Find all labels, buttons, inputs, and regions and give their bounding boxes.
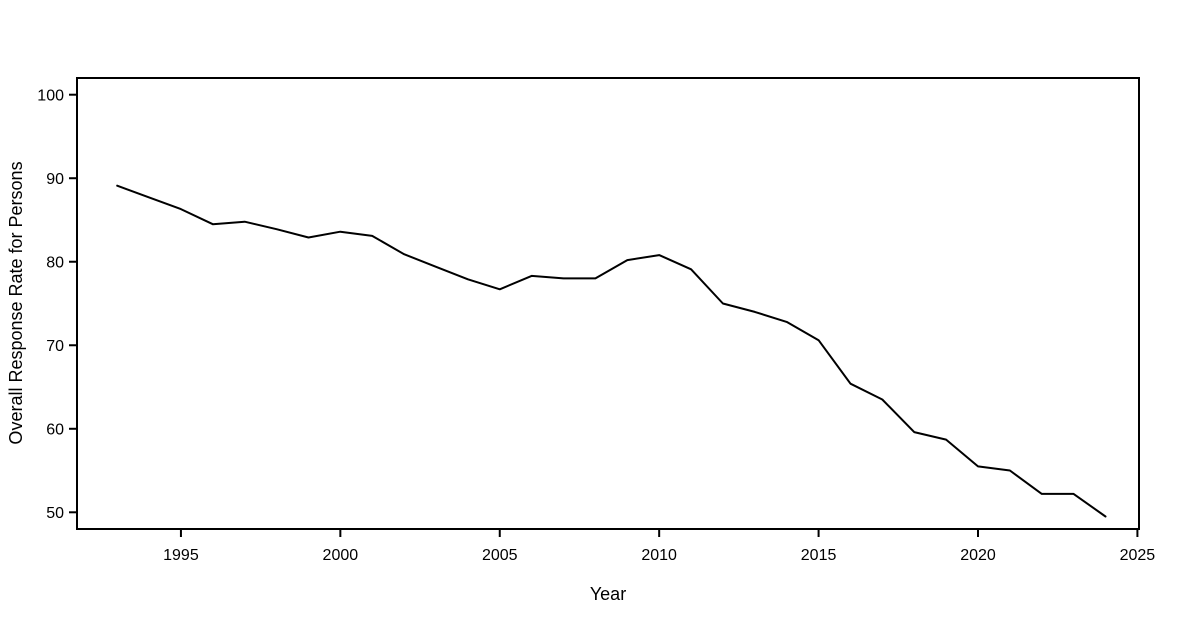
x-axis: 1995 2000 2005 2010 2015 2020 2025 — [163, 529, 1155, 564]
x-tick-label: 2005 — [482, 547, 518, 564]
y-axis: 50 60 70 80 90 100 — [37, 87, 77, 522]
y-tick-label: 50 — [46, 505, 64, 522]
x-tick-label: 2020 — [960, 547, 996, 564]
y-tick-label: 80 — [46, 254, 64, 271]
y-tick-label: 70 — [46, 338, 64, 355]
x-tick-label: 2010 — [641, 547, 677, 564]
x-tick-label: 2025 — [1120, 547, 1156, 564]
y-tick-label: 100 — [37, 87, 64, 104]
plot-box — [76, 77, 1140, 530]
x-tick-label: 2015 — [801, 547, 837, 564]
y-tick-label: 60 — [46, 421, 64, 438]
x-tick-label: 1995 — [163, 547, 199, 564]
y-tick-label: 90 — [46, 171, 64, 188]
x-axis-title: Year — [590, 584, 626, 604]
y-axis-title: Overall Response Rate for Persons — [6, 161, 26, 444]
x-tick-label: 2000 — [323, 547, 359, 564]
data-series — [116, 184, 1107, 518]
response-rate-line — [116, 184, 1107, 518]
